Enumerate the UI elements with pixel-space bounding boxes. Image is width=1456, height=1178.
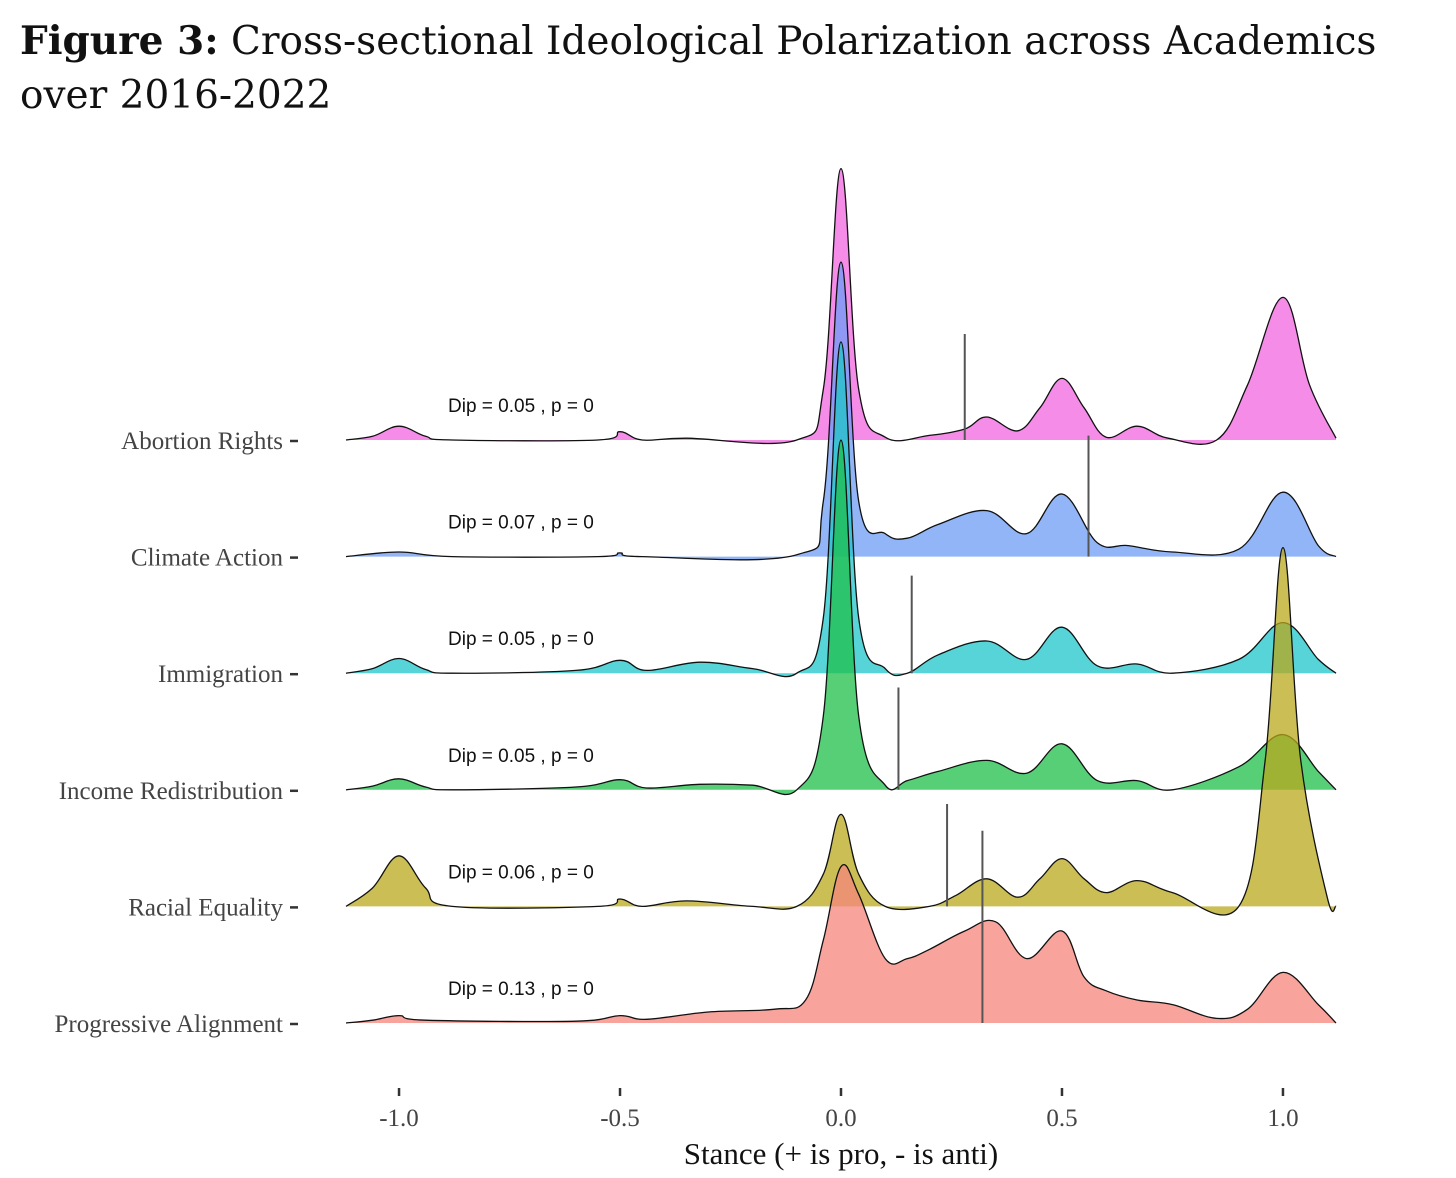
density-area <box>346 864 1336 1023</box>
figure-title-lead: Figure 3: <box>20 18 219 64</box>
y-axis-label: Racial Equality <box>128 894 283 921</box>
x-tick-label: -1.0 <box>379 1105 419 1132</box>
dip-annotation: Dip = 0.05 , p = 0 <box>448 629 594 650</box>
dip-annotation: Dip = 0.05 , p = 0 <box>448 746 594 767</box>
ridges-layer: Dip = 0.05 , p = 0 Dip = 0.07 , p = 0 Dip … <box>345 167 1337 1024</box>
x-axis-title: Stance (+ is pro, - is anti) <box>684 1136 999 1171</box>
ridge-income-redistribution: Dip = 0.05 , p = 0 <box>345 439 1337 796</box>
y-axis-labels: Abortion Rights Climate Action Immigration… <box>55 428 298 1038</box>
density-area <box>346 547 1336 916</box>
x-tick-label: 0.5 <box>1046 1105 1077 1132</box>
y-axis-label: Immigration <box>158 661 283 688</box>
dip-annotation: Dip = 0.05 , p = 0 <box>448 396 594 417</box>
figure-title-text: Cross-sectional Ideological Polarization… <box>20 19 1377 118</box>
density-outline <box>345 167 1337 445</box>
x-tick-label: -0.5 <box>600 1105 640 1132</box>
density-area <box>346 440 1336 795</box>
y-axis-label: Progressive Alignment <box>55 1011 284 1038</box>
density-outline <box>345 864 1337 1024</box>
x-tick-label: 1.0 <box>1267 1105 1298 1132</box>
ridge-progressive-alignment: Dip = 0.13 , p = 0 <box>345 830 1337 1024</box>
dip-annotation: Dip = 0.06 , p = 0 <box>448 862 594 883</box>
x-tick-label: 0.0 <box>825 1105 856 1132</box>
density-outline <box>345 341 1337 678</box>
y-axis-label: Climate Action <box>131 545 284 572</box>
dip-annotation: Dip = 0.13 , p = 0 <box>448 979 594 1000</box>
density-outline <box>345 546 1337 916</box>
y-axis-label: Abortion Rights <box>121 428 283 455</box>
density-outline <box>345 439 1337 796</box>
x-axis: -1.0 -0.5 0.0 0.5 1.0 <box>379 1088 1299 1132</box>
y-axis-label: Income Redistribution <box>59 778 284 805</box>
dip-annotation: Dip = 0.07 , p = 0 <box>448 513 594 534</box>
density-outline <box>345 261 1337 561</box>
figure-title: Figure 3: Cross-sectional Ideological Po… <box>20 14 1430 123</box>
ridge-racial-equality: Dip = 0.06 , p = 0 <box>345 546 1337 916</box>
